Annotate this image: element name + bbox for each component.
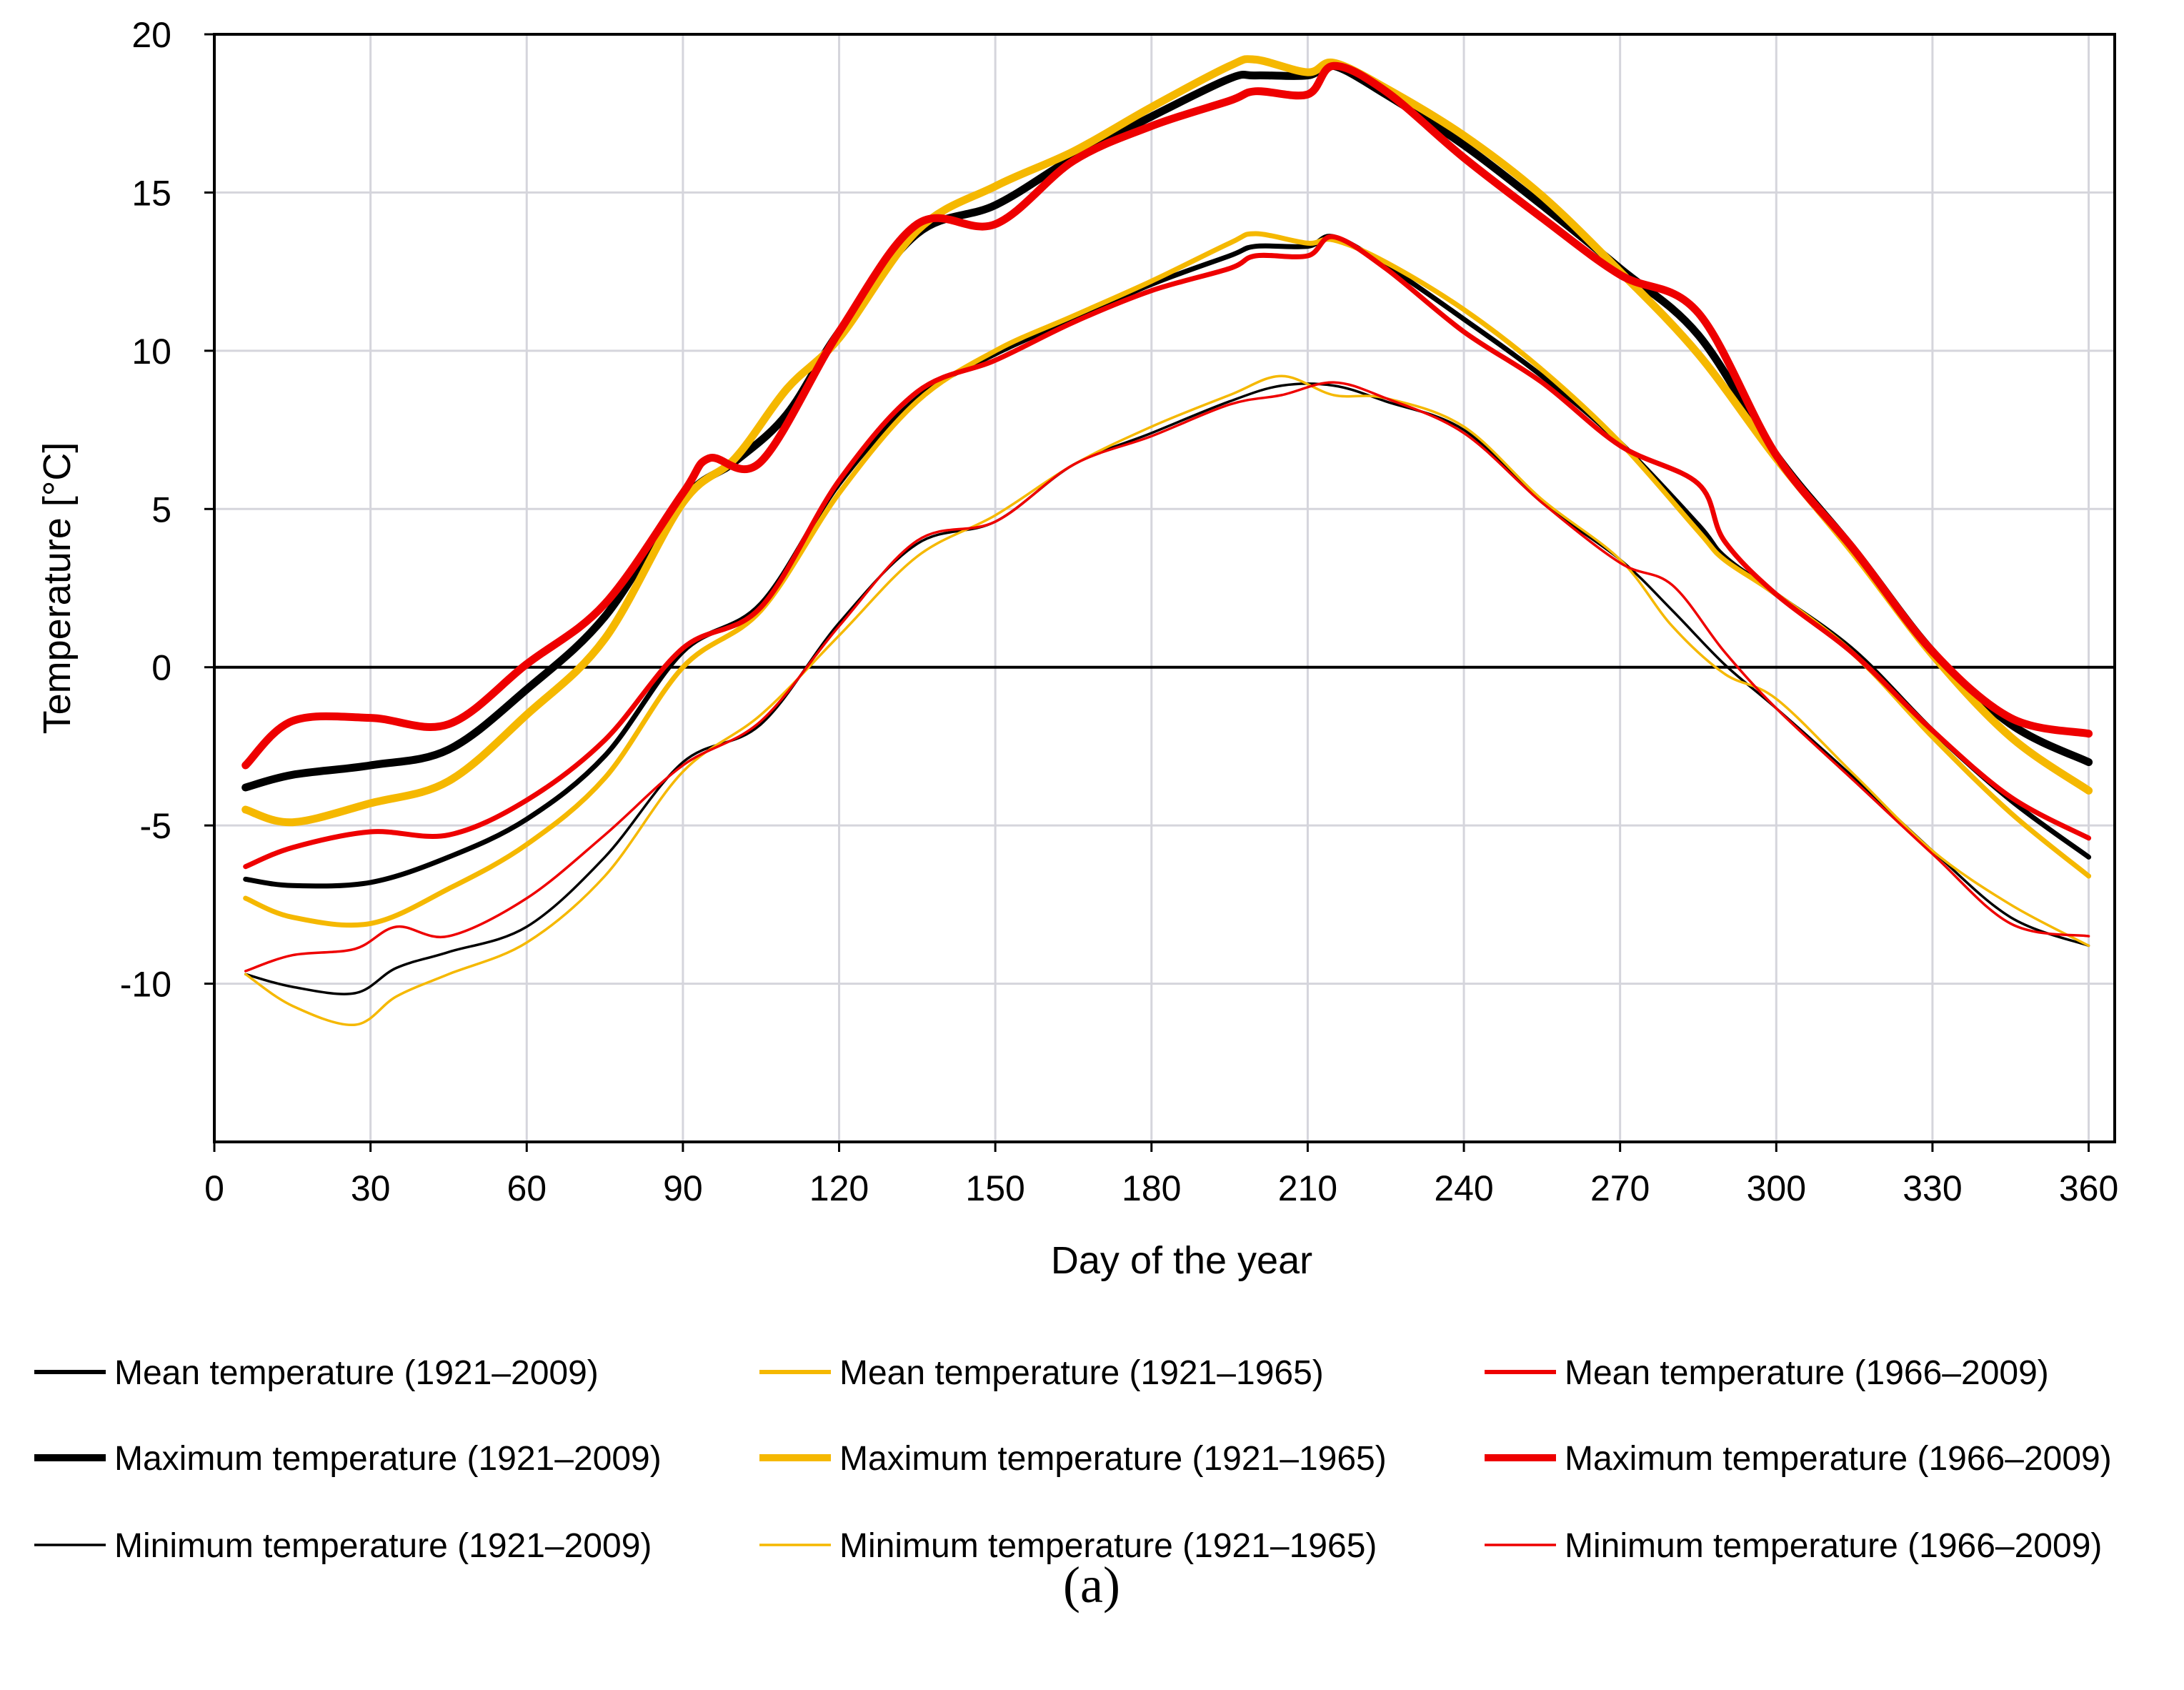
legend-label: Minimum temperature (1921–1965) [839, 1527, 1377, 1565]
x-tick-label: 150 [965, 1168, 1024, 1208]
x-tick-label: 270 [1590, 1168, 1650, 1208]
series-line-minimum-temperature-1921-1965 [244, 374, 2090, 1026]
plot-background [214, 34, 2115, 1142]
legend-item: Maximum temperature (1921–1965) [759, 1440, 1387, 1478]
x-axis-title: Day of the year [1051, 1239, 1312, 1282]
axis-ticks: 0 30 60 90 120 150 180 210 240 270 300 330 360 -10 -5 0… [120, 15, 2119, 1208]
x-tick-label: 120 [809, 1168, 869, 1208]
x-tick-label: 90 [663, 1168, 703, 1208]
y-tick-label: 0 [151, 648, 171, 688]
series-line-mean-temperature-1966-2009 [243, 234, 2092, 870]
legend-item: Minimum temperature (1966–2009) [1485, 1527, 2102, 1565]
legend-item: Mean temperature (1921–1965) [759, 1354, 1324, 1392]
legend-item: Mean temperature (1966–2009) [1485, 1354, 2049, 1392]
series-line-maximum-temperature-1966-2009 [241, 61, 2093, 770]
x-tick-label: 210 [1278, 1168, 1337, 1208]
legend-label: Maximum temperature (1966–2009) [1565, 1440, 2112, 1478]
y-axis-title: Temperature [°C] [36, 442, 79, 735]
legend-item: Mean temperature (1921–2009) [34, 1354, 599, 1392]
legend-item: Minimum temperature (1921–1965) [759, 1527, 1377, 1565]
figure-caption: (a) [1063, 1556, 1120, 1614]
x-tick-label: 360 [2059, 1168, 2118, 1208]
legend-item: Maximum temperature (1966–2009) [1485, 1440, 2112, 1478]
y-tick-label: 5 [151, 489, 171, 530]
x-tick-label: 330 [1903, 1168, 1962, 1208]
legend-label: Maximum temperature (1921–2009) [114, 1440, 662, 1478]
x-tick-label: 300 [1747, 1168, 1806, 1208]
legend-label: Mean temperature (1966–2009) [1565, 1354, 2049, 1392]
y-tick-label: 20 [131, 15, 171, 55]
legend-item: Minimum temperature (1921–2009) [34, 1527, 652, 1565]
legend-item: Maximum temperature (1921–2009) [34, 1440, 662, 1478]
y-tick-label: 15 [131, 173, 171, 213]
gridlines [214, 34, 2115, 1142]
legend: Mean temperature (1921–2009) Mean tempera… [34, 1354, 2112, 1565]
legend-label: Minimum temperature (1921–2009) [114, 1527, 652, 1565]
plot-area: 0 30 60 90 120 150 180 210 240 270 300 330 360 -10 -5 0… [120, 15, 2119, 1208]
series-lines [241, 55, 2093, 1026]
legend-label: Minimum temperature (1966–2009) [1565, 1527, 2102, 1565]
series-line-minimum-temperature-1966-2009 [244, 381, 2090, 973]
x-tick-label: 30 [351, 1168, 391, 1208]
plot-frame [213, 33, 2116, 1143]
legend-label: Maximum temperature (1921–1965) [839, 1440, 1387, 1478]
x-tick-label: 60 [507, 1168, 547, 1208]
legend-label: Mean temperature (1921–1965) [839, 1354, 1324, 1392]
x-tick-label: 180 [1122, 1168, 1181, 1208]
x-tick-label: 0 [204, 1168, 224, 1208]
y-tick-label: 10 [131, 332, 171, 372]
legend-label: Mean temperature (1921–2009) [114, 1354, 599, 1392]
x-tick-label: 240 [1434, 1168, 1493, 1208]
y-tick-label: -10 [120, 965, 171, 1005]
y-tick-label: -5 [140, 806, 171, 846]
